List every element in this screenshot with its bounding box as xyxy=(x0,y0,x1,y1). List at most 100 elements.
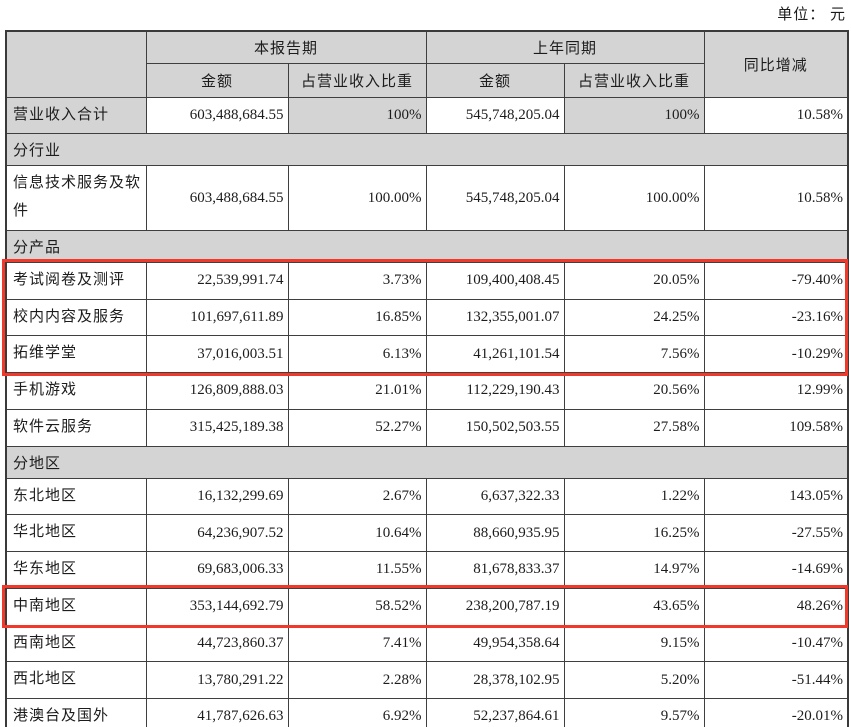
table-row: 华东地区 69,683,006.33 11.55% 81,678,833.37 14.9… xyxy=(5,551,849,589)
yoy-change-cell: -14.69% xyxy=(703,551,849,589)
section-label: 分产品 xyxy=(5,229,849,263)
current-share-cell: 58.52% xyxy=(287,587,427,626)
prior-amount-header: 金额 xyxy=(425,62,565,98)
current-share-cell: 21.01% xyxy=(287,372,427,410)
current-amount-cell: 37,016,003.51 xyxy=(145,335,289,373)
current-share-cell: 7.41% xyxy=(287,624,427,663)
prior-amount-cell: 545,748,205.04 xyxy=(425,165,565,231)
prior-amount-cell: 132,355,001.07 xyxy=(425,298,565,337)
current-amount-cell: 44,723,860.37 xyxy=(145,624,289,663)
yoy-change-cell: -20.01% xyxy=(703,697,849,727)
current-amount-cell: 13,780,291.22 xyxy=(145,661,289,699)
prior-amount-cell: 52,237,864.61 xyxy=(425,697,565,727)
prior-amount-cell: 545,748,205.04 xyxy=(425,96,565,135)
unit-label: 单位： 元 xyxy=(777,7,846,23)
prior-share-cell: 100.00% xyxy=(563,165,705,231)
prior-amount-cell: 238,200,787.19 xyxy=(425,587,565,626)
row-label-cell: 软件云服务 xyxy=(5,408,147,447)
yoy-change-cell: -27.55% xyxy=(703,514,849,552)
table-body: 营业收入合计 603,488,684.55 100% 545,748,205.04 10… xyxy=(5,96,849,727)
row-label-cell: 东北地区 xyxy=(5,477,147,516)
current-share-cell: 2.28% xyxy=(287,661,427,699)
row-label-cell: 西南地区 xyxy=(5,624,147,663)
yoy-change-header: 同比增减 xyxy=(703,30,849,98)
row-label-cell: 华东地区 xyxy=(5,551,147,589)
yoy-change-cell: 10.58% xyxy=(703,165,849,231)
prior-share-cell: 24.25% xyxy=(563,298,705,337)
yoy-change-cell: 12.99% xyxy=(703,372,849,410)
prior-share-cell: 9.15% xyxy=(563,624,705,663)
current-share-cell: 52.27% xyxy=(287,408,427,447)
prior-amount-cell: 81,678,833.37 xyxy=(425,551,565,589)
prior-amount-cell: 28,378,102.95 xyxy=(425,661,565,699)
row-label-cell: 港澳台及国外 xyxy=(5,697,147,727)
row-label-cell: 中南地区 xyxy=(5,587,147,626)
table-row: 校内内容及服务 101,697,611.89 16.85% 132,355,001.0… xyxy=(5,298,849,337)
table-row: 港澳台及国外 41,787,626.63 6.92% 52,237,864.61 9.5… xyxy=(5,697,849,727)
table-row: 西北地区 13,780,291.22 2.28% 28,378,102.95 5.20%… xyxy=(5,661,849,699)
prior-share-cell: 9.57% xyxy=(563,697,705,727)
table-row: 信息技术服务及软件 603,488,684.55 100.00% 545,748,20… xyxy=(5,165,849,231)
table-row: 东北地区 16,132,299.69 2.67% 6,637,322.33 1.22% 1… xyxy=(5,477,849,516)
current-amount-cell: 101,697,611.89 xyxy=(145,298,289,337)
prior-amount-cell: 41,261,101.54 xyxy=(425,335,565,373)
prior-amount-cell: 112,229,190.43 xyxy=(425,372,565,410)
table-header: 本报告期 上年同期 同比增减 金额 占营业收入比重 金额 占营业收入比重 xyxy=(5,30,849,98)
prior-share-cell: 100% xyxy=(563,96,705,135)
row-label-cell: 考试阅卷及测评 xyxy=(5,261,147,300)
section-row: 分产品 xyxy=(5,229,849,263)
yoy-change-cell: -23.16% xyxy=(703,298,849,337)
prior-amount-cell: 109,400,408.45 xyxy=(425,261,565,300)
yoy-change-cell: -10.29% xyxy=(703,335,849,373)
table-row: 软件云服务 315,425,189.38 52.27% 150,502,503.55 2… xyxy=(5,408,849,447)
yoy-change-cell: 10.58% xyxy=(703,96,849,135)
prior-amount-cell: 150,502,503.55 xyxy=(425,408,565,447)
section-row: 分行业 xyxy=(5,133,849,167)
current-amount-cell: 353,144,692.79 xyxy=(145,587,289,626)
current-amount-cell: 16,132,299.69 xyxy=(145,477,289,516)
table-row: 营业收入合计 603,488,684.55 100% 545,748,205.04 10… xyxy=(5,96,849,135)
row-label-cell: 营业收入合计 xyxy=(5,96,147,135)
header-row-measures: 金额 占营业收入比重 金额 占营业收入比重 xyxy=(6,62,848,98)
prior-share-cell: 43.65% xyxy=(563,587,705,626)
prior-share-cell: 27.58% xyxy=(563,408,705,447)
current-share-cell: 6.13% xyxy=(287,335,427,373)
table-row: 华北地区 64,236,907.52 10.64% 88,660,935.95 16.2… xyxy=(5,514,849,552)
current-share-cell: 100% xyxy=(287,96,427,135)
current-share-cell: 11.55% xyxy=(287,551,427,589)
current-amount-cell: 126,809,888.03 xyxy=(145,372,289,410)
current-share-cell: 2.67% xyxy=(287,477,427,516)
row-label-cell: 校内内容及服务 xyxy=(5,298,147,337)
prior-period-header: 上年同期 xyxy=(425,30,705,64)
row-label-cell: 拓维学堂 xyxy=(5,335,147,373)
row-label-cell: 手机游戏 xyxy=(5,372,147,410)
table-row: 手机游戏 126,809,888.03 21.01% 112,229,190.43 20… xyxy=(5,372,849,410)
current-share-cell: 3.73% xyxy=(287,261,427,300)
row-label-cell: 西北地区 xyxy=(5,661,147,699)
yoy-change-cell: -79.40% xyxy=(703,261,849,300)
header-row-periods: 本报告期 上年同期 同比增减 xyxy=(5,30,849,98)
corner-header-cell xyxy=(5,30,147,98)
current-period-header: 本报告期 xyxy=(145,30,427,64)
current-amount-cell: 22,539,991.74 xyxy=(145,261,289,300)
prior-share-cell: 5.20% xyxy=(563,661,705,699)
prior-amount-cell: 49,954,358.64 xyxy=(425,624,565,663)
table-row: 西南地区 44,723,860.37 7.41% 49,954,358.64 9.15%… xyxy=(5,624,849,663)
prior-share-cell: 7.56% xyxy=(563,335,705,373)
current-amount-cell: 603,488,684.55 xyxy=(145,96,289,135)
prior-share-cell: 1.22% xyxy=(563,477,705,516)
section-label: 分行业 xyxy=(5,133,849,167)
row-label-cell: 华北地区 xyxy=(5,514,147,552)
current-amount-cell: 603,488,684.55 xyxy=(145,165,289,231)
current-share-cell: 6.92% xyxy=(287,697,427,727)
row-label-cell: 信息技术服务及软件 xyxy=(5,165,147,231)
prior-share-cell: 20.05% xyxy=(563,261,705,300)
current-amount-cell: 41,787,626.63 xyxy=(145,697,289,727)
section-row: 分地区 xyxy=(5,445,849,479)
prior-amount-cell: 88,660,935.95 xyxy=(425,514,565,552)
prior-share-cell: 14.97% xyxy=(563,551,705,589)
current-amount-cell: 315,425,189.38 xyxy=(145,408,289,447)
yoy-change-cell: -10.47% xyxy=(703,624,849,663)
section-label: 分地区 xyxy=(5,445,849,479)
